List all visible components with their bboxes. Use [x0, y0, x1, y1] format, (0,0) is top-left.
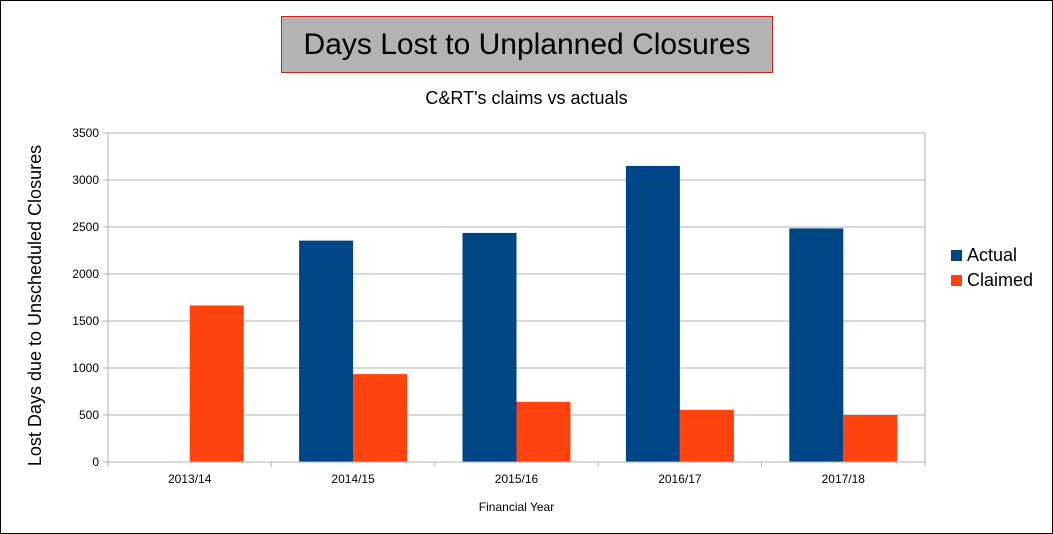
bar-claimed	[189, 305, 244, 462]
y-tick-label: 3500	[72, 126, 99, 140]
chart-subtitle: C&RT's claims vs actuals	[425, 88, 628, 108]
bar-claimed	[516, 401, 571, 462]
x-tick-label: 2017/18	[822, 472, 866, 486]
y-tick-label: 3000	[72, 173, 99, 187]
x-tick-label: 2016/17	[658, 472, 702, 486]
x-tick-label: 2013/14	[168, 472, 212, 486]
bar-claimed	[843, 415, 898, 462]
bar-actual	[625, 165, 680, 462]
x-tick-label: 2015/16	[495, 472, 539, 486]
x-axis-title: Financial Year	[479, 500, 554, 514]
legend-label-actual: Actual	[967, 245, 1018, 265]
legend: Actual Claimed	[951, 243, 1033, 293]
y-axis-title: Lost Days due to Unscheduled Closures	[25, 145, 45, 466]
y-tick-label: 1500	[72, 314, 99, 328]
legend-swatch-actual	[951, 250, 962, 261]
bar-actual	[462, 232, 517, 462]
chart-title: Days Lost to Unplanned Closures	[281, 16, 773, 73]
y-tick-label: 2500	[72, 220, 99, 234]
bar-claimed	[679, 409, 734, 462]
legend-swatch-claimed	[951, 275, 962, 286]
bar-actual	[789, 228, 844, 462]
y-tick-label: 500	[79, 408, 99, 422]
legend-label-claimed: Claimed	[967, 270, 1034, 290]
x-tick-label: 2014/15	[331, 472, 375, 486]
bar-claimed	[353, 374, 408, 462]
legend-item-claimed: Claimed	[951, 268, 1033, 293]
bar-actual	[299, 240, 354, 462]
y-tick-label: 2000	[72, 267, 99, 281]
y-tick-label: 1000	[72, 361, 99, 375]
legend-item-actual: Actual	[951, 243, 1033, 268]
y-tick-label: 0	[92, 455, 99, 469]
